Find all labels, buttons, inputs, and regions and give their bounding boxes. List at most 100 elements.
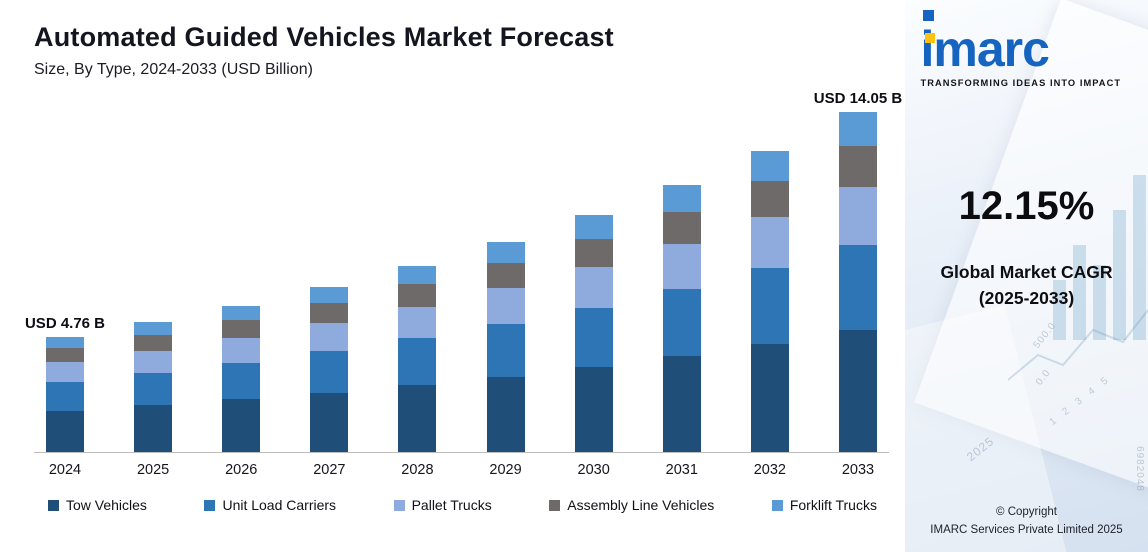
bar-segment-pallet-trucks: [486, 288, 525, 324]
legend-label: Forklift Trucks: [789, 497, 877, 513]
logo-tagline: TRANSFORMING IDEAS INTO IMPACT: [920, 78, 1122, 88]
bar-2033: USD 14.05 B 2033: [814, 90, 902, 478]
legend-swatch-icon: [48, 499, 59, 511]
legend-label: Tow Vehicles: [66, 497, 147, 513]
plot-area: USD 4.76 B 2024 2025 2026 2027 2028 2029 2030 20…: [25, 90, 902, 478]
copyright-line2: IMARC Services Private Limited 2025: [930, 524, 1123, 537]
bar-segment-unit-load-carriers: [750, 268, 789, 344]
bar-segment-assembly-line-vehicles: [134, 335, 173, 351]
x-axis-label: 2028: [401, 462, 434, 478]
bar-2029: 2029: [486, 241, 525, 478]
bar-segment-unit-load-carriers: [310, 351, 349, 393]
cagr-label-line1: Global Market CAGR: [940, 262, 1113, 282]
imarc-logo: imarc: [921, 10, 1050, 74]
page-title: Automated Guided Vehicles Market Forecas…: [34, 22, 614, 52]
copyright-line1: © Copyright: [996, 506, 1057, 519]
legend-swatch-icon: [204, 499, 216, 511]
logo-dot-icon: [924, 33, 935, 43]
bar-segment-unit-load-carriers: [838, 244, 877, 330]
bar-value-label: USD 4.76 B: [24, 314, 106, 332]
bar-2024: USD 4.76 B 2024: [25, 315, 105, 478]
bar-segment-tow-vehicles: [46, 410, 84, 452]
x-axis-label: 2024: [48, 462, 82, 478]
bar-2031: 2031: [662, 184, 701, 478]
bar-segment-pallet-trucks: [310, 323, 349, 352]
bar-segment-unit-load-carriers: [398, 338, 437, 385]
bar-segment-assembly-line-vehicles: [662, 211, 701, 244]
bar-2028: 2028: [398, 265, 437, 478]
bar-segment-unit-load-carriers: [134, 372, 173, 406]
bar-segment-tow-vehicles: [750, 343, 789, 452]
bar-segment-forklift-trucks: [486, 241, 525, 264]
bar-segment-forklift-trucks: [750, 150, 789, 181]
bar-segment-tow-vehicles: [398, 385, 437, 452]
bar-segment-assembly-line-vehicles: [310, 303, 349, 324]
x-axis-label: 2031: [665, 462, 698, 478]
bar-2026: 2026: [222, 305, 261, 478]
bar-segment-pallet-trucks: [662, 243, 701, 290]
bar-segment-assembly-line-vehicles: [398, 284, 437, 307]
bar-segment-forklift-trucks: [222, 305, 261, 321]
bar-segment-pallet-trucks: [46, 362, 84, 382]
x-axis-label: 2030: [577, 462, 610, 478]
bar-segment-unit-load-carriers: [222, 362, 261, 400]
x-axis-label: 2033: [841, 462, 875, 478]
cagr-label-line2: (2025-2033): [978, 288, 1075, 309]
bar-segment-pallet-trucks: [134, 350, 173, 373]
logo-block: imarc TRANSFORMING IDEAS INTO IMPACT: [920, 10, 1133, 88]
x-axis-label: 2032: [753, 462, 787, 478]
bar-segment-tow-vehicles: [134, 405, 173, 452]
bar-segment-forklift-trucks: [134, 322, 173, 336]
bar-2030: 2030: [574, 215, 613, 478]
bar-segment-unit-load-carriers: [46, 381, 84, 411]
bar-segment-assembly-line-vehicles: [46, 348, 84, 363]
bar-segment-assembly-line-vehicles: [222, 320, 261, 338]
legend-swatch-icon: [771, 499, 783, 511]
bar-segment-assembly-line-vehicles: [486, 263, 525, 289]
bar-segment-pallet-trucks: [222, 337, 261, 363]
decorative-bar-chart: [1053, 175, 1146, 340]
legend-label: Pallet Trucks: [411, 497, 492, 513]
legend-swatch-icon: [549, 499, 561, 511]
bar-segment-tow-vehicles: [222, 399, 261, 452]
copyright: © Copyright IMARC Services Private Limit…: [905, 504, 1148, 540]
decorative-line-chart: [1008, 309, 1148, 381]
bar-segment-forklift-trucks: [574, 215, 613, 240]
bar-segment-assembly-line-vehicles: [750, 180, 789, 218]
x-axis-label: 2027: [313, 462, 346, 478]
legend: Tow Vehicles Unit Load Carriers Pallet Tru…: [48, 497, 877, 513]
bar-segment-pallet-trucks: [398, 306, 437, 339]
bar-segment-pallet-trucks: [838, 186, 877, 245]
brand-panel: imarc TRANSFORMING IDEAS INTO IMPACT 12.…: [905, 0, 1148, 552]
legend-item-pallet-trucks: Pallet Trucks: [393, 497, 492, 513]
bar-segment-forklift-trucks: [46, 336, 84, 349]
chart-section: Automated Guided Vehicles Market Forecas…: [25, 22, 902, 513]
bar-segment-tow-vehicles: [486, 376, 525, 452]
legend-item-unit-load-carriers: Unit Load Carriers: [204, 497, 336, 513]
bar-segment-unit-load-carriers: [574, 307, 613, 367]
bar-segment-forklift-trucks: [838, 112, 877, 147]
bar-segment-unit-load-carriers: [662, 289, 701, 356]
cagr-value: 12.15%: [958, 184, 1095, 228]
bar-segment-tow-vehicles: [838, 329, 877, 452]
bar-2027: 2027: [310, 286, 349, 478]
bar-segment-pallet-trucks: [750, 217, 789, 269]
bar-segment-assembly-line-vehicles: [838, 146, 877, 187]
bar-segment-tow-vehicles: [662, 355, 701, 452]
legend-item-forklift-trucks: Forklift Trucks: [771, 497, 877, 513]
chart-subtitle: Size, By Type, 2024-2033 (USD Billion): [34, 61, 313, 78]
legend-swatch-icon: [393, 499, 405, 511]
legend-item-assembly-line-vehicles: Assembly Line Vehicles: [549, 497, 714, 513]
bar-segment-tow-vehicles: [310, 392, 349, 452]
bar-value-label: USD 14.05 B: [813, 90, 903, 108]
legend-label: Unit Load Carriers: [222, 497, 337, 513]
bar-segment-forklift-trucks: [310, 286, 349, 304]
bar-segment-tow-vehicles: [574, 366, 613, 452]
logo-square-icon: [922, 10, 934, 21]
bar-2025: 2025: [134, 322, 173, 478]
x-axis-label: 2029: [489, 462, 522, 478]
legend-item-tow-vehicles: Tow Vehicles: [48, 497, 147, 513]
legend-label: Assembly Line Vehicles: [567, 497, 715, 513]
bar-segment-pallet-trucks: [574, 267, 613, 308]
